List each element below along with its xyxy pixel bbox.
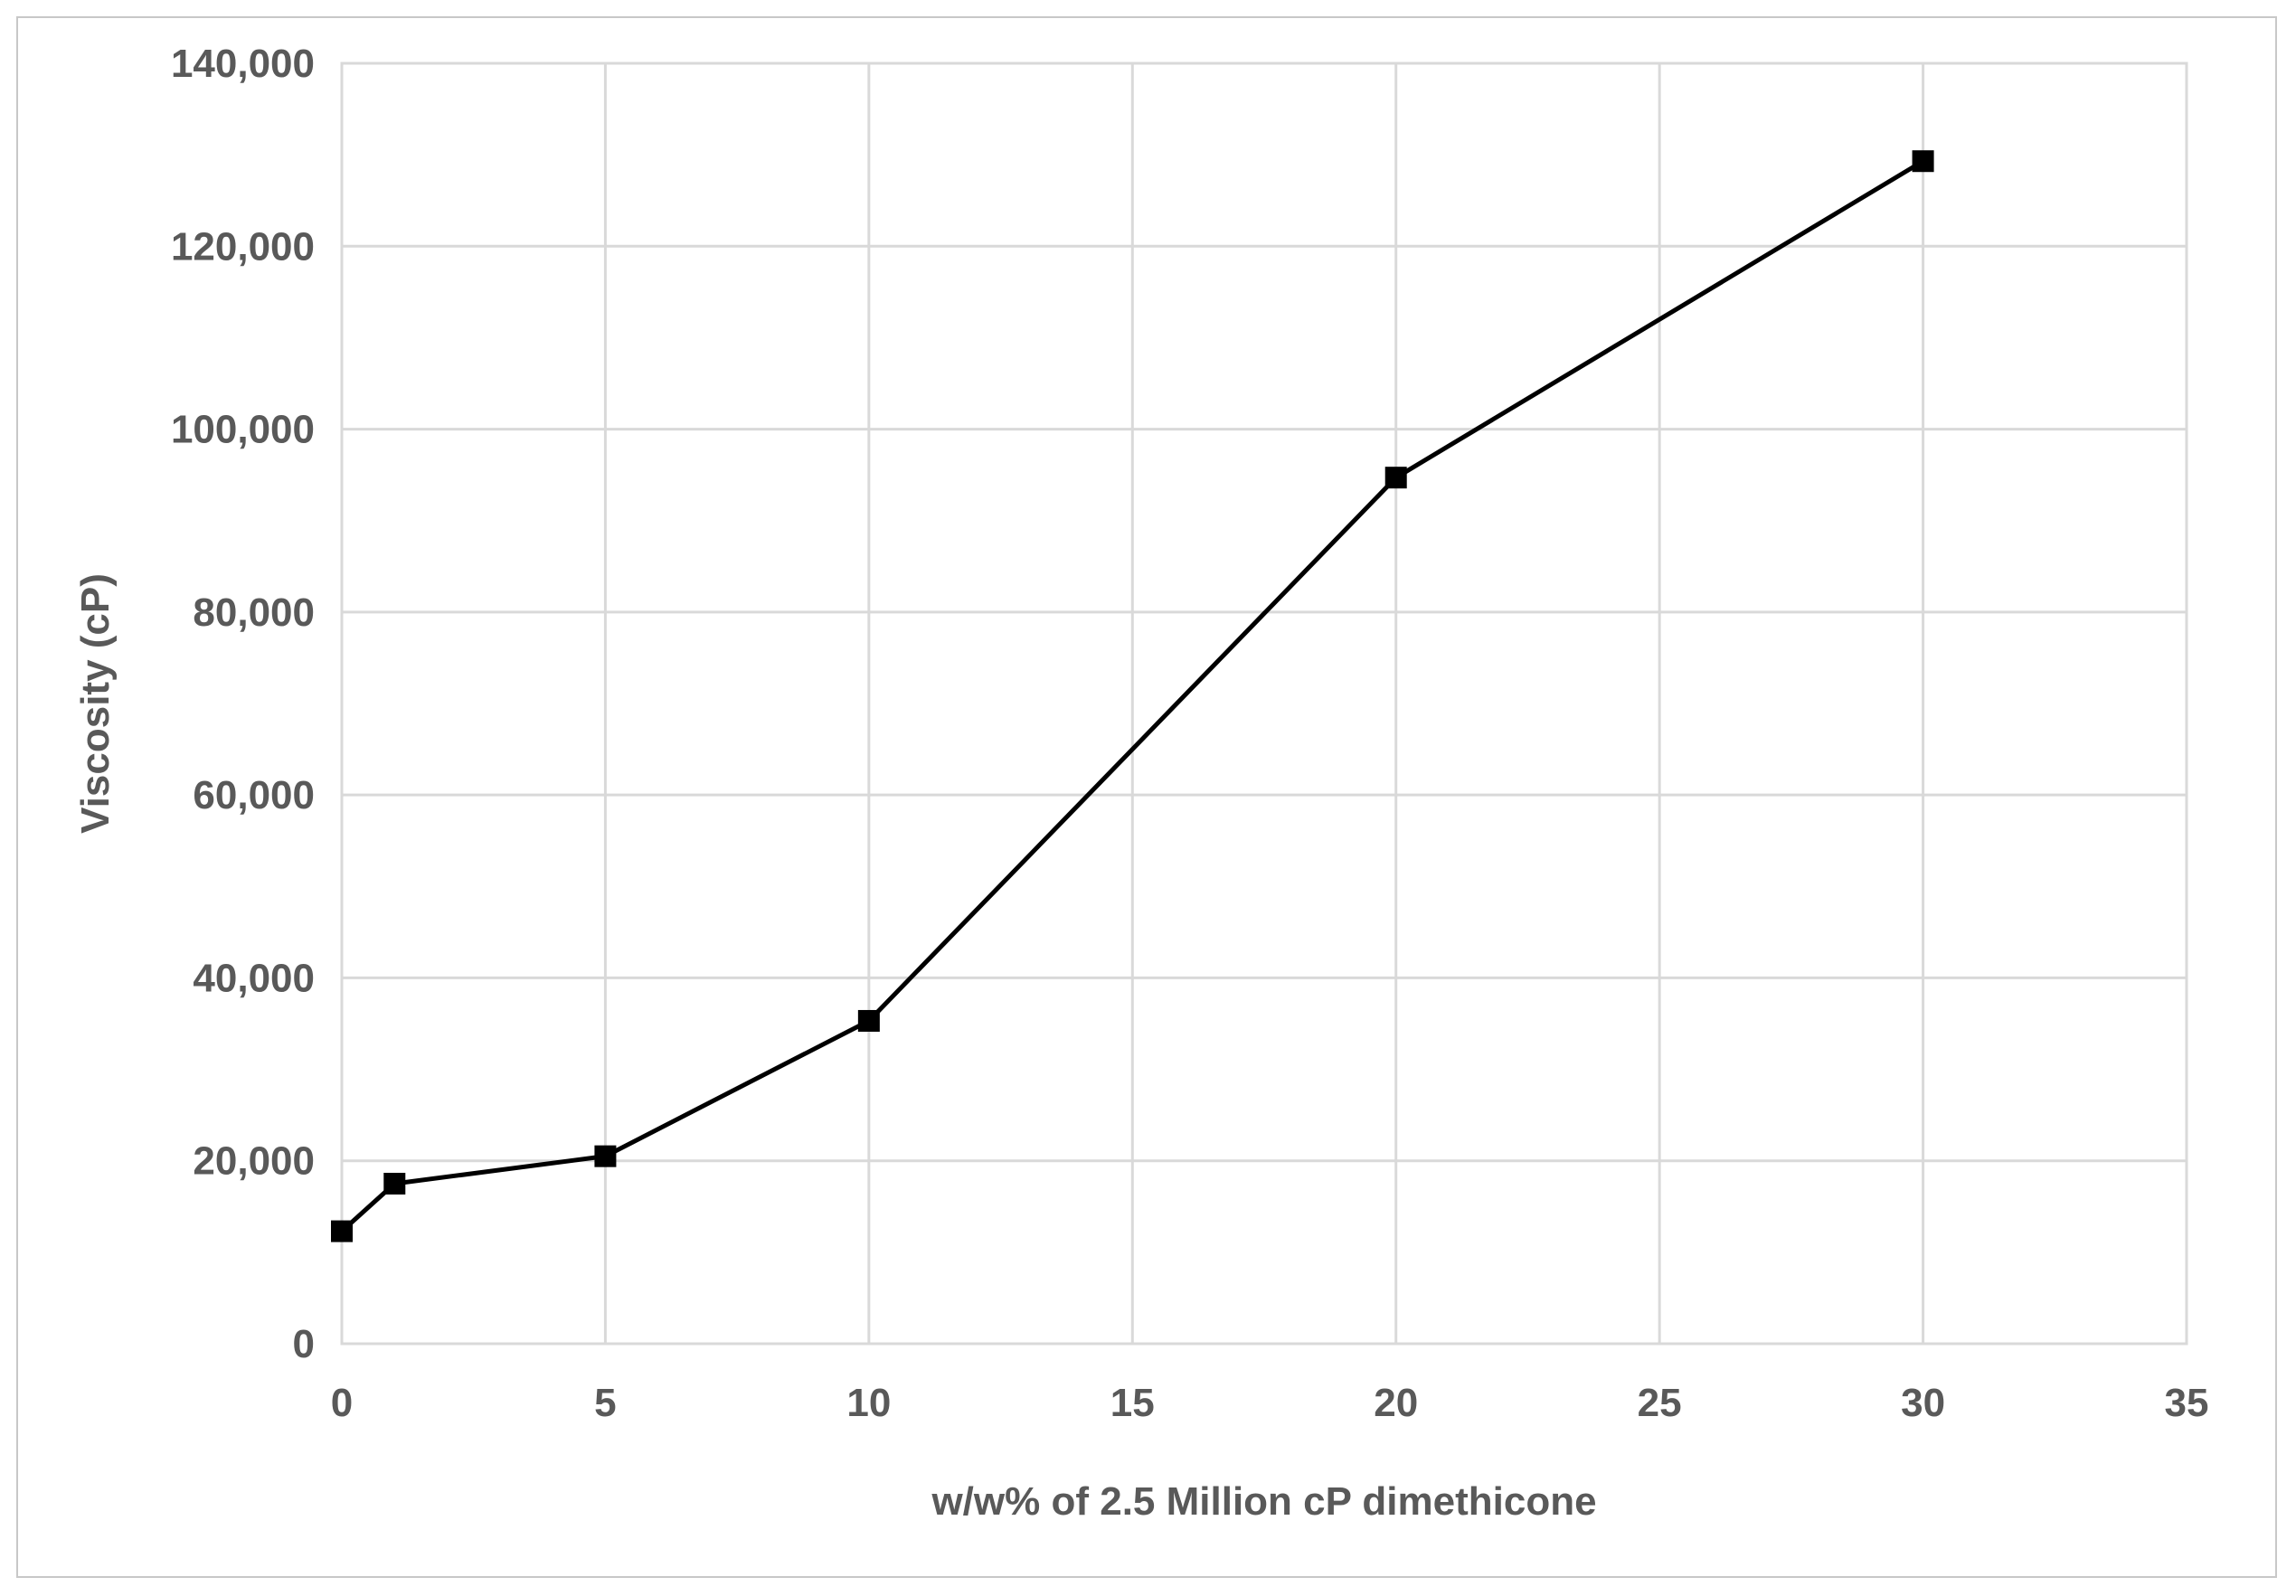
data-point-marker xyxy=(594,1145,617,1167)
y-tick-label: 120,000 xyxy=(171,224,315,269)
x-tick-label: 20 xyxy=(1374,1381,1418,1425)
y-axis-tick-labels: 0 20,000 40,000 60,000 80,000 100,000 120,000 1… xyxy=(171,42,315,1366)
x-tick-label: 5 xyxy=(594,1381,616,1425)
x-tick-label: 10 xyxy=(846,1381,891,1425)
y-axis-title: Viscosity (cP) xyxy=(73,573,118,834)
line-chart: 0 20,000 40,000 60,000 80,000 100,000 120,000 1… xyxy=(73,42,2209,1524)
y-tick-label: 140,000 xyxy=(171,42,315,86)
data-point-marker xyxy=(1384,467,1407,489)
series-layer xyxy=(331,150,1934,1242)
y-tick-label: 100,000 xyxy=(171,408,315,452)
chart-frame: 0 20,000 40,000 60,000 80,000 100,000 120,000 1… xyxy=(16,16,2277,1578)
x-tick-label: 30 xyxy=(1901,1381,1945,1425)
y-tick-label: 20,000 xyxy=(193,1139,315,1184)
x-axis-tick-labels: 0 5 10 15 20 25 30 35 xyxy=(331,1381,2209,1425)
data-point-marker xyxy=(857,1009,880,1032)
data-point-marker xyxy=(331,1220,353,1242)
plot-area-border xyxy=(340,61,2188,1346)
x-axis-title: w/w% of 2.5 Million cP dimethicone xyxy=(931,1479,1596,1524)
y-tick-label: 40,000 xyxy=(193,956,315,1000)
data-point-marker xyxy=(383,1173,406,1195)
y-tick-label: 60,000 xyxy=(193,773,315,817)
x-tick-label: 35 xyxy=(2165,1381,2209,1425)
y-tick-label: 80,000 xyxy=(193,590,315,635)
y-tick-label: 0 xyxy=(293,1322,315,1366)
x-tick-label: 15 xyxy=(1110,1381,1155,1425)
x-tick-label: 25 xyxy=(1638,1381,1682,1425)
data-point-marker xyxy=(1912,150,1934,173)
x-tick-label: 0 xyxy=(331,1381,353,1425)
